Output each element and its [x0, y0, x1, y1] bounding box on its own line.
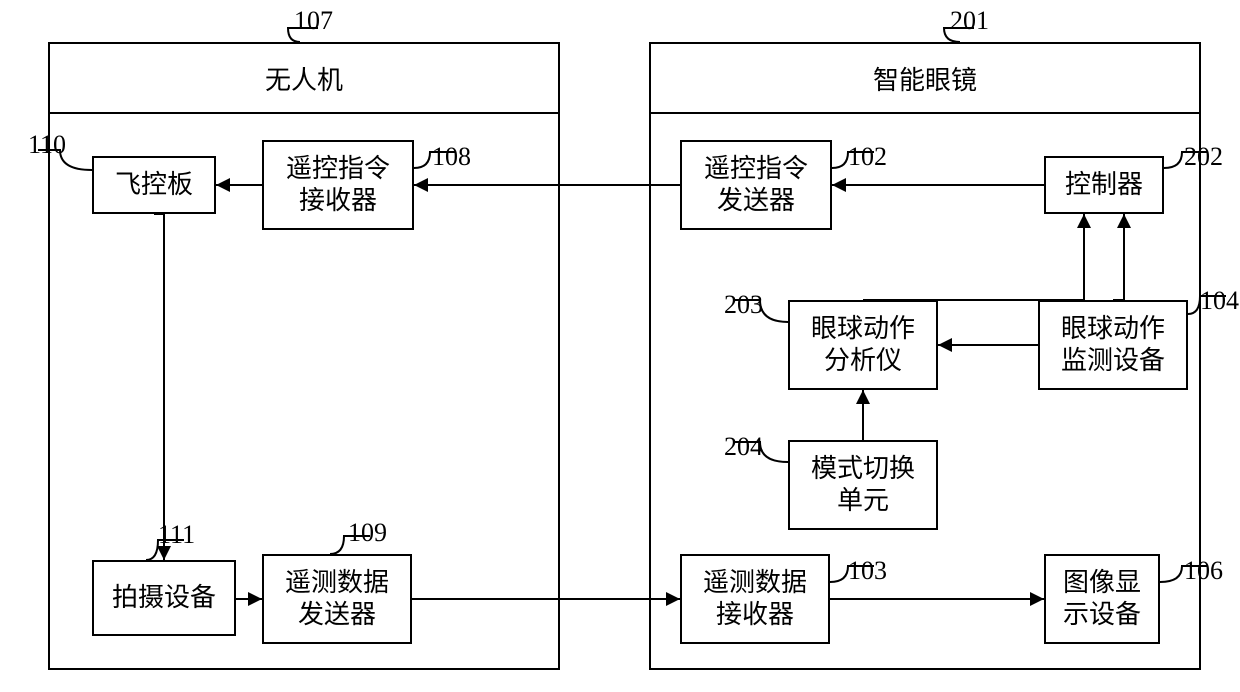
- ref-108: 108: [432, 142, 471, 172]
- box-flight-board: 飞控板: [92, 156, 216, 214]
- box-camera: 拍摄设备: [92, 560, 236, 636]
- ref-107: 107: [294, 6, 333, 36]
- ref-102: 102: [848, 142, 887, 172]
- ref-104: 104: [1200, 286, 1239, 316]
- ref-109: 109: [348, 518, 387, 548]
- box-telemetry-rx-text: 遥测数据接收器: [703, 567, 807, 632]
- ref-204: 204: [724, 432, 763, 462]
- module-glasses-header: 智能眼镜: [649, 42, 1201, 114]
- box-flight-board-text: 飞控板: [115, 169, 193, 202]
- box-rc-receiver: 遥控指令接收器: [262, 140, 414, 230]
- box-telemetry-tx-text: 遥测数据发送器: [285, 567, 389, 632]
- box-telemetry-rx: 遥测数据接收器: [680, 554, 830, 644]
- box-telemetry-tx: 遥测数据发送器: [262, 554, 412, 644]
- box-display: 图像显示设备: [1044, 554, 1160, 644]
- ref-106: 106: [1184, 556, 1223, 586]
- module-glasses-title: 智能眼镜: [873, 60, 977, 97]
- module-drone-header: 无人机: [48, 42, 560, 114]
- ref-110: 110: [28, 130, 66, 160]
- box-mode-switch: 模式切换单元: [788, 440, 938, 530]
- box-eye-analyzer-text: 眼球动作分析仪: [811, 313, 915, 378]
- box-rc-receiver-text: 遥控指令接收器: [286, 153, 390, 218]
- ref-201: 201: [950, 6, 989, 36]
- diagram-stage: 无人机 智能眼镜 飞控板 遥控指令接收器 遥控指令发送器 控制器 眼球动作分析仪…: [0, 0, 1240, 692]
- ref-111: 111: [158, 520, 195, 550]
- box-controller: 控制器: [1044, 156, 1164, 214]
- ref-103: 103: [848, 556, 887, 586]
- box-eye-analyzer: 眼球动作分析仪: [788, 300, 938, 390]
- box-rc-sender-text: 遥控指令发送器: [704, 153, 808, 218]
- box-camera-text: 拍摄设备: [112, 582, 216, 615]
- ref-203: 203: [724, 290, 763, 320]
- ref-202: 202: [1184, 142, 1223, 172]
- box-eye-monitor: 眼球动作监测设备: [1038, 300, 1188, 390]
- box-mode-switch-text: 模式切换单元: [811, 453, 915, 518]
- module-drone-title: 无人机: [265, 60, 343, 97]
- box-rc-sender: 遥控指令发送器: [680, 140, 832, 230]
- box-display-text: 图像显示设备: [1063, 567, 1141, 632]
- box-eye-monitor-text: 眼球动作监测设备: [1061, 313, 1165, 378]
- box-controller-text: 控制器: [1065, 169, 1143, 202]
